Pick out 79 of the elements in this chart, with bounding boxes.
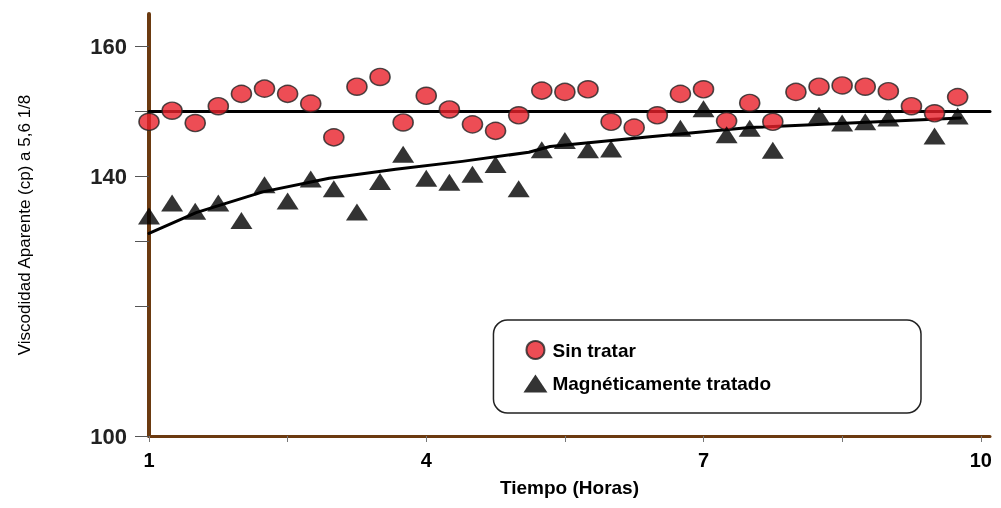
point: [161, 101, 183, 120]
point: [230, 211, 253, 229]
point: [785, 82, 807, 102]
point: [600, 112, 622, 132]
point: [576, 141, 599, 159]
point: [761, 141, 784, 159]
point: [692, 80, 715, 99]
point: [762, 112, 784, 132]
point: [230, 84, 253, 104]
point: [553, 132, 576, 150]
point: [369, 67, 391, 87]
point: [854, 113, 877, 131]
x-tick-label: 1: [143, 449, 155, 471]
point: [161, 194, 184, 212]
point: [438, 173, 461, 191]
y-axis-title: Viscodidad Aparente (cp) a 5,6 1/8: [15, 94, 34, 356]
point: [531, 81, 553, 100]
point: [530, 141, 553, 159]
point: [438, 100, 461, 119]
point: [345, 203, 368, 221]
x-axis-title: Tiempo (Horas): [499, 477, 640, 498]
x-tick-label: 10: [969, 449, 992, 471]
point: [738, 93, 761, 113]
point: [623, 118, 645, 137]
point: [831, 76, 853, 95]
point: [715, 126, 738, 144]
point: [300, 94, 322, 113]
point: [484, 121, 507, 141]
point: [923, 127, 946, 145]
point: [323, 128, 345, 147]
point: [877, 109, 900, 127]
y-tick-label: 140: [90, 163, 127, 189]
x-tick-label: 4: [420, 449, 433, 471]
y-tick-label: 160: [90, 33, 127, 59]
point: [877, 82, 900, 101]
point: [415, 86, 437, 106]
point: [276, 192, 299, 210]
point: [346, 77, 368, 96]
x-tick-label: 7: [697, 449, 710, 471]
point: [392, 113, 414, 132]
point: [299, 170, 322, 188]
point: [392, 145, 415, 163]
point: [600, 140, 623, 158]
point: [738, 119, 761, 137]
point: [808, 106, 831, 124]
point: [322, 180, 345, 198]
point: [461, 165, 484, 183]
legend-label: Sin tratar: [552, 339, 637, 361]
point: [253, 176, 276, 194]
point: [276, 84, 299, 104]
point: [854, 77, 876, 96]
y-tick-label: 100: [90, 423, 127, 449]
point: [669, 119, 692, 137]
point: [669, 84, 692, 104]
point: [184, 113, 206, 133]
point: [369, 173, 392, 190]
point: [253, 79, 276, 98]
point: [415, 169, 438, 187]
point: [507, 106, 530, 125]
point: [946, 87, 969, 107]
point: [554, 82, 576, 102]
point: [577, 80, 599, 99]
point: [946, 107, 969, 125]
point: [715, 111, 738, 131]
point: [923, 104, 946, 123]
point: [207, 96, 230, 116]
point: [484, 156, 507, 174]
point: [507, 180, 530, 198]
point: [831, 114, 854, 132]
legend-label: Magnéticamente tratado: [552, 373, 771, 394]
point: [692, 100, 715, 118]
point: [138, 207, 160, 225]
point: [646, 106, 669, 125]
point: [207, 194, 230, 212]
point: [138, 112, 160, 132]
point: [900, 96, 923, 116]
point: [461, 115, 484, 134]
point: [808, 77, 830, 96]
point: [184, 202, 207, 220]
